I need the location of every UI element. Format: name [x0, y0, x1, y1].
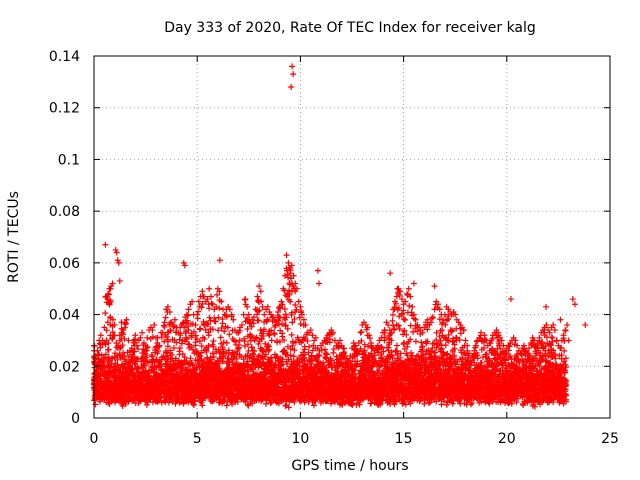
data-point-marker: [394, 293, 400, 299]
data-point-marker: [389, 318, 395, 324]
data-point-marker: [358, 330, 364, 336]
data-point-marker: [161, 322, 167, 328]
data-point-marker: [218, 335, 224, 341]
data-point-marker: [406, 286, 412, 292]
data-point-marker: [283, 403, 289, 409]
data-point-marker: [206, 286, 212, 292]
data-point-marker: [406, 303, 412, 309]
data-point-marker: [292, 302, 298, 308]
data-point-marker: [195, 309, 201, 315]
data-point-marker: [401, 340, 407, 346]
data-point-marker: [223, 313, 229, 319]
data-point-marker: [199, 288, 205, 294]
data-point-marker: [186, 306, 192, 312]
data-point-marker: [206, 315, 212, 321]
chart-canvas: Day 333 of 2020, Rate Of TEC Index for r…: [0, 0, 640, 480]
data-point-marker: [98, 332, 104, 338]
data-point-marker: [390, 312, 396, 318]
data-point-marker: [269, 337, 275, 343]
data-point-marker: [206, 332, 212, 338]
data-point-marker: [289, 332, 295, 338]
data-point-marker: [272, 331, 278, 337]
data-point-marker: [368, 340, 374, 346]
data-point-marker: [213, 318, 219, 324]
data-point-marker: [390, 323, 396, 329]
data-point-marker: [258, 288, 264, 294]
data-point-marker: [396, 313, 402, 319]
data-point-marker: [197, 326, 203, 332]
data-points: [91, 63, 588, 410]
data-point-marker: [163, 315, 169, 321]
data-point-marker: [242, 296, 248, 302]
data-point-marker: [256, 283, 262, 289]
data-point-marker: [144, 335, 150, 341]
chart-title: Day 333 of 2020, Rate Of TEC Index for r…: [164, 20, 536, 36]
data-point-marker: [256, 318, 262, 324]
data-point-marker: [132, 332, 138, 338]
data-point-marker: [254, 293, 260, 299]
data-point-marker: [298, 321, 304, 327]
data-point-marker: [263, 401, 269, 407]
data-point-marker: [193, 322, 199, 328]
data-point-marker: [226, 331, 232, 337]
data-point-marker: [368, 400, 374, 406]
data-point-marker: [291, 353, 297, 359]
data-point-marker: [394, 343, 400, 349]
data-point-marker: [402, 317, 408, 323]
data-point-marker: [194, 312, 200, 318]
data-point-marker: [297, 304, 303, 310]
data-point-marker: [399, 311, 405, 317]
roti-scatter-chart: Day 333 of 2020, Rate Of TEC Index for r…: [0, 0, 640, 480]
data-point-marker: [92, 401, 98, 407]
data-point-marker: [210, 338, 216, 344]
data-point-marker: [311, 402, 317, 408]
data-point-marker: [323, 350, 329, 356]
data-point-marker: [102, 310, 108, 316]
data-point-marker: [224, 340, 230, 346]
data-point-marker: [241, 312, 247, 318]
data-point-marker: [258, 327, 264, 333]
data-point-marker: [296, 299, 302, 305]
data-point-marker: [261, 312, 267, 318]
roti-series: [91, 252, 572, 410]
data-point-marker: [139, 330, 145, 336]
data-point-marker: [216, 305, 222, 311]
data-point-marker: [284, 252, 290, 258]
data-point-marker: [268, 400, 274, 406]
data-point-marker: [106, 347, 112, 353]
